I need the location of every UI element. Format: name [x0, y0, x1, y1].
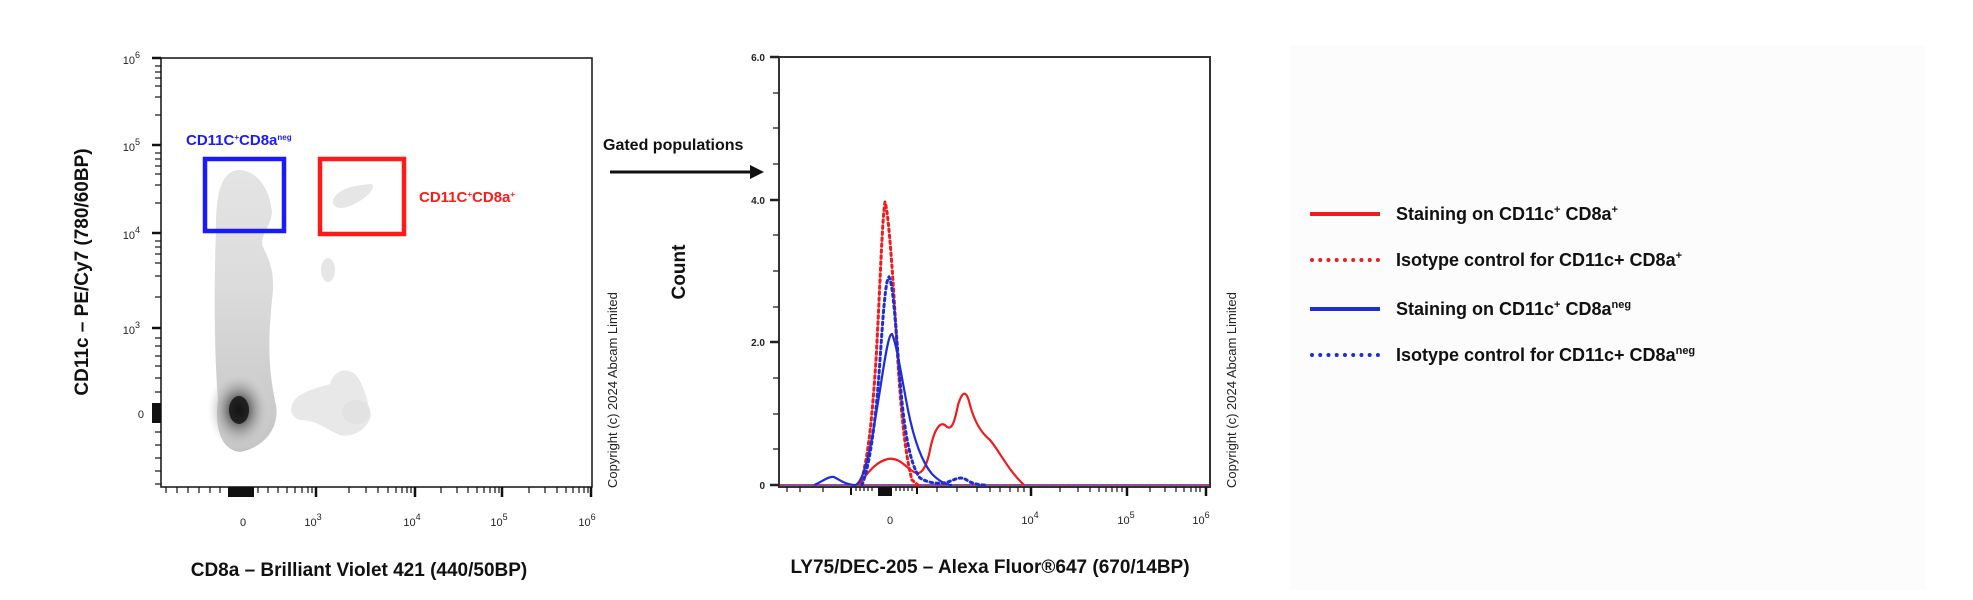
histogram-plot: 0 2.0 4.0 6.0 0 104 105 106: [669, 53, 1239, 578]
legend-item-red-dotted: Isotype control for CD11c+ CD8a+: [1310, 245, 1682, 275]
histogram-x-ticks: [786, 487, 1208, 496]
legend-label: Isotype control for CD11c+ CD8a+: [1396, 249, 1683, 270]
histogram-x-tick-labels: 0 104 105 106: [887, 510, 1210, 527]
svg-text:105: 105: [1117, 510, 1134, 527]
legend-panel: [1290, 45, 1925, 590]
legend-label: Isotype control for CD11c+ CD8aneg: [1396, 344, 1696, 365]
gate-cd11c-cd8a-neg[interactable]: [202, 156, 287, 234]
svg-text:106: 106: [1192, 510, 1209, 527]
svg-text:0: 0: [887, 515, 893, 527]
legend-item-red-solid: Staining on CD11c+ CD8a+: [1310, 199, 1618, 229]
series-blue-dotted: [860, 274, 987, 487]
legend-swatch-solid-blue: [1310, 307, 1380, 311]
svg-text:0: 0: [240, 517, 246, 529]
svg-text:2.0: 2.0: [751, 338, 765, 349]
histogram-x-label: LY75/DEC-205 – Alexa Fluor®647 (670/14BP…: [790, 557, 1189, 578]
legend-label: Staining on CD11c+ CD8aneg: [1396, 298, 1632, 319]
arrow-head-icon: [750, 165, 764, 179]
svg-text:106: 106: [578, 512, 595, 529]
scatter-x-tick-labels: 0 103 104 105 106: [240, 512, 596, 529]
legend-swatch-dotted-red: [1310, 258, 1380, 262]
legend-item-blue-solid: Staining on CD11c+ CD8aneg: [1310, 294, 1631, 324]
svg-text:103: 103: [304, 512, 321, 529]
legend-item-blue-dotted: Isotype control for CD11c+ CD8aneg: [1310, 340, 1695, 370]
scatter-plot: 0 103 104 105 106 0 103 104 105 106 CD11…: [72, 50, 620, 581]
svg-text:105: 105: [490, 512, 507, 529]
legend-swatch-dotted-blue: [1310, 353, 1380, 357]
scatter-y-label: CD11c – PE/Cy7 (780/60BP): [72, 148, 93, 395]
gate-pos-label: CD11C+CD8a+: [419, 189, 515, 206]
scatter-x-ticks: [165, 487, 593, 497]
histogram-frame: [778, 56, 1211, 488]
svg-text:0: 0: [759, 481, 765, 492]
scatter-frame: [160, 57, 593, 488]
legend-swatch-solid-red: [1310, 212, 1380, 216]
histogram-y-ticks: [770, 55, 779, 487]
svg-text:104: 104: [403, 512, 420, 529]
svg-text:105: 105: [123, 137, 140, 154]
gate-cd11c-cd8a-pos[interactable]: [317, 156, 407, 237]
copyright-watermark: Copyright (c) 2024 Abcam Limited: [605, 292, 620, 488]
gating-arrow: Gated populations: [603, 137, 764, 179]
series-blue-solid: [813, 332, 953, 487]
histogram-curves: [780, 196, 1209, 487]
svg-text:103: 103: [123, 320, 140, 337]
svg-text:4.0: 4.0: [751, 196, 765, 207]
svg-text:106: 106: [123, 50, 140, 67]
gate-neg-label: CD11C+CD8aneg: [186, 132, 292, 149]
histogram-y-tick-labels: 0 2.0 4.0 6.0: [751, 53, 765, 492]
scatter-density: [207, 170, 373, 452]
y-tick-0: 0: [138, 409, 144, 421]
copyright-watermark-2: Copyright (c) 2024 Abcam Limited: [1224, 292, 1239, 488]
series-red-solid: [857, 392, 1025, 486]
scatter-y-tick-labels: 0 103 104 105 106: [123, 50, 144, 421]
arrow-label: Gated populations: [603, 137, 744, 154]
scatter-y-ticks: [152, 56, 161, 485]
svg-text:6.0: 6.0: [751, 53, 765, 64]
svg-text:104: 104: [123, 225, 140, 242]
scatter-x-label: CD8a – Brilliant Violet 421 (440/50BP): [191, 560, 528, 581]
svg-text:104: 104: [1021, 510, 1038, 527]
legend-label: Staining on CD11c+ CD8a+: [1396, 203, 1618, 224]
histogram-y-label: Count: [669, 244, 690, 300]
